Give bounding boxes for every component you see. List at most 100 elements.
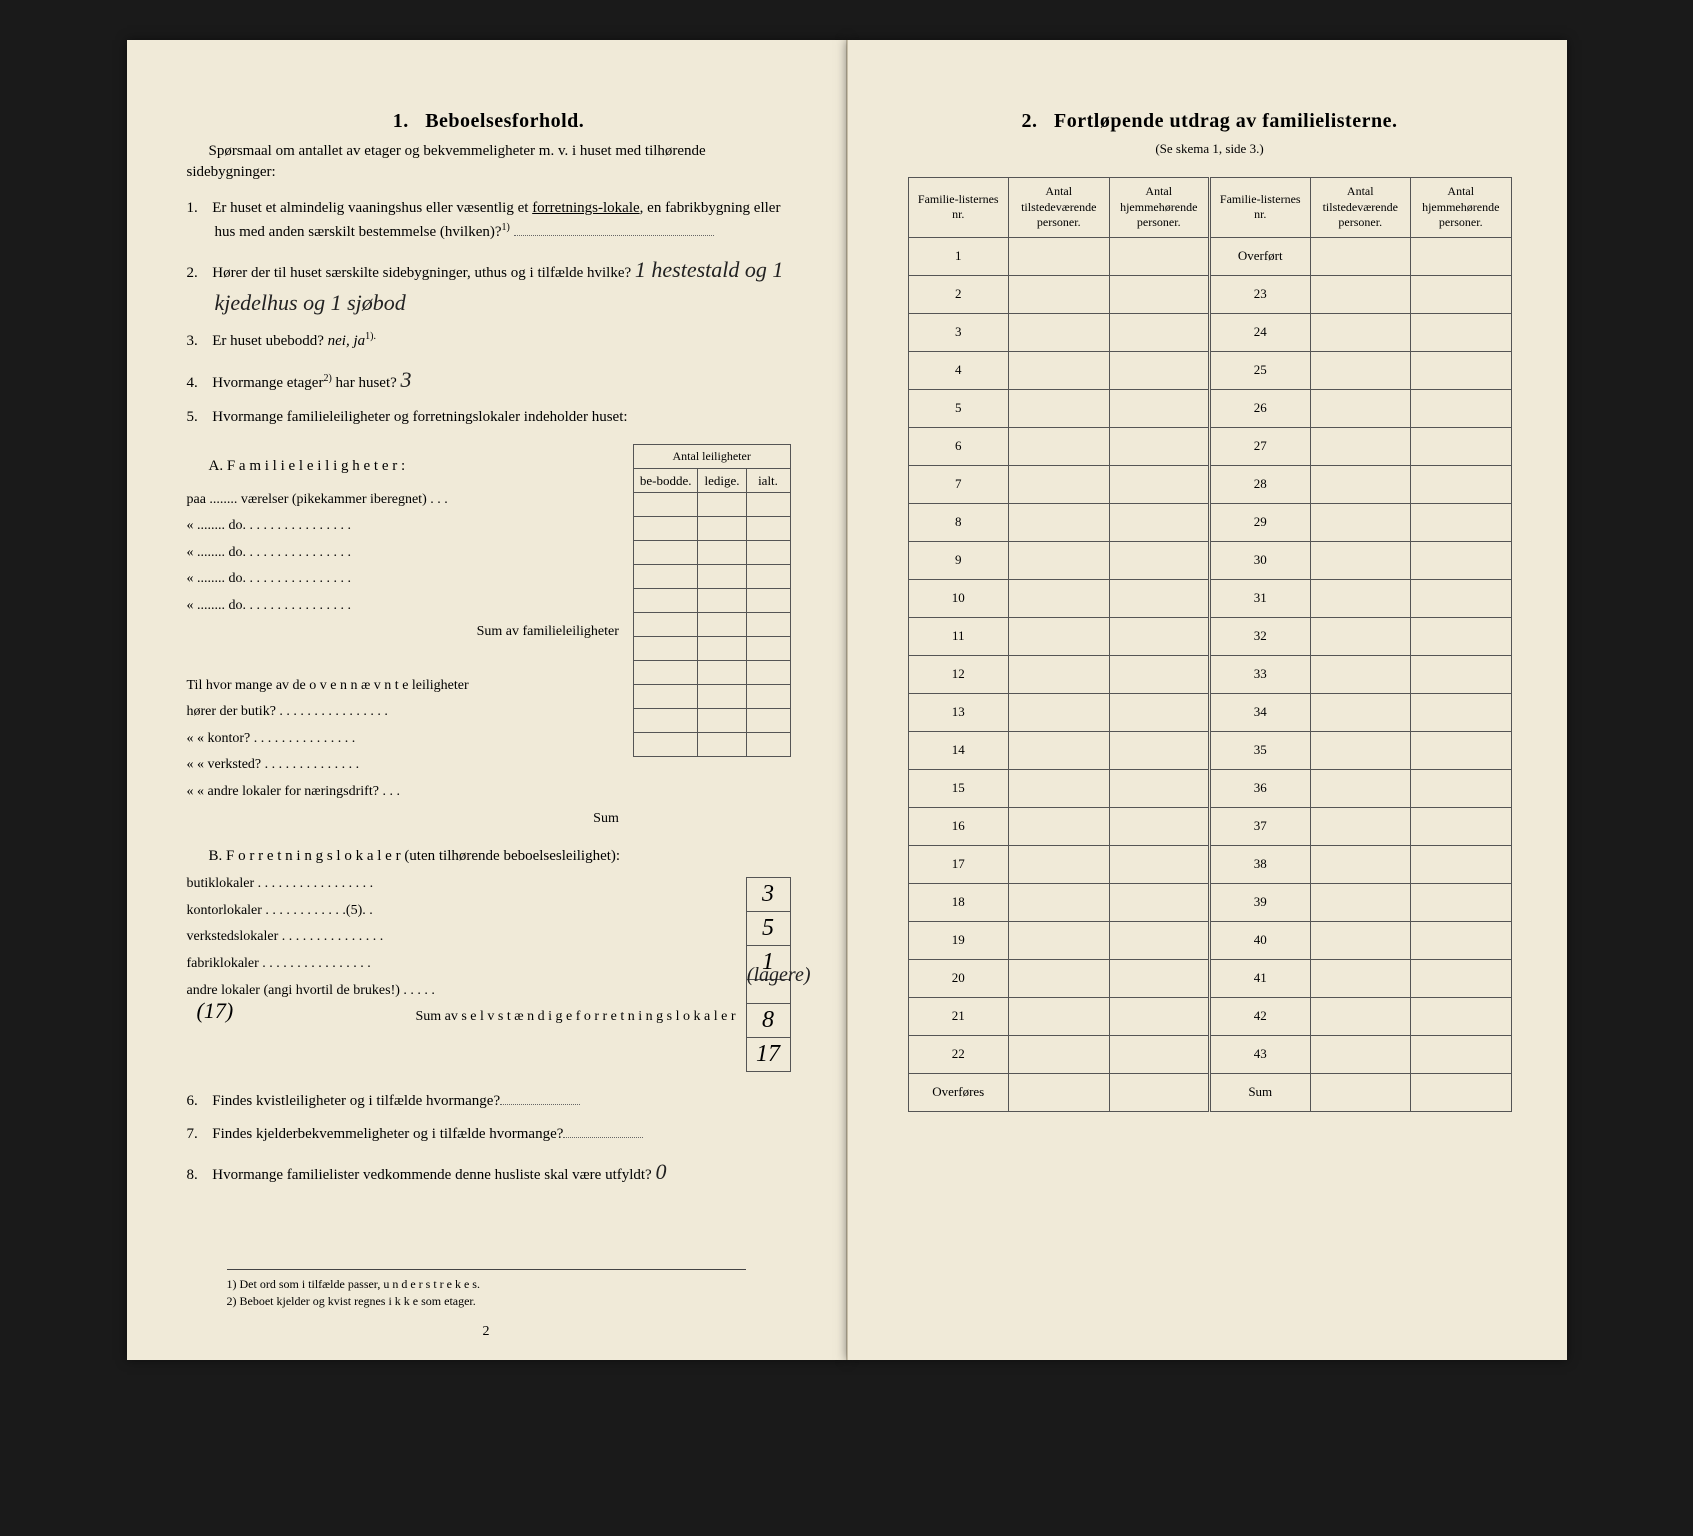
row-left-num: 2 xyxy=(908,275,1009,313)
row-right-num: 27 xyxy=(1210,427,1311,465)
row-right-num: 40 xyxy=(1210,921,1311,959)
row-left-num: 19 xyxy=(908,921,1009,959)
fam-line-0: paa ........ værelser (pikekammer ibereg… xyxy=(187,487,623,514)
row-right-num: 32 xyxy=(1210,617,1311,655)
table-row: 1637 xyxy=(908,807,1511,845)
q4-answer: 3 xyxy=(401,367,412,392)
table-row: 1536 xyxy=(908,769,1511,807)
row-right-num: 23 xyxy=(1210,275,1311,313)
row-left-num: 15 xyxy=(908,769,1009,807)
extra-line-3: « « andre lokaler for næringsdrift? . . … xyxy=(187,779,623,806)
table-row: 324 xyxy=(908,313,1511,351)
row-right-num: 37 xyxy=(1210,807,1311,845)
footnotes: 1) Det ord som i tilfælde passer, u n d … xyxy=(227,1269,746,1310)
section-1-title: 1. Beboelsesforhold. xyxy=(187,110,791,133)
section-b-label: B. F o r r e t n i n g s l o k a l e r (… xyxy=(187,848,791,865)
row-right-num: 42 xyxy=(1210,997,1311,1035)
row-left-num: 4 xyxy=(908,351,1009,389)
row-left-num: 8 xyxy=(908,503,1009,541)
ext-h1: Antal tilstedeværende personer. xyxy=(1009,178,1110,238)
extra-line-2: « « verksted? . . . . . . . . . . . . . … xyxy=(187,752,623,779)
row-left-num: 12 xyxy=(908,655,1009,693)
section-a-label: A. F a m i l i e l e i l i g h e t e r : xyxy=(187,452,623,481)
row-left-num: 21 xyxy=(908,997,1009,1035)
table-row: 4 25 xyxy=(908,351,1511,389)
row-right-num: Overført xyxy=(1210,237,1311,275)
table-row: 1940 xyxy=(908,921,1511,959)
row-left-num: 7 xyxy=(908,465,1009,503)
leil-h1: ledige. xyxy=(698,469,746,493)
row-left-num: 14 xyxy=(908,731,1009,769)
footnote-2: 2) Beboet kjelder og kvist regnes i k k … xyxy=(227,1293,746,1310)
leil-h0: be-bodde. xyxy=(633,469,698,493)
questions-6-8: 6. Findes kvistleiligheter og i tilfælde… xyxy=(187,1090,791,1188)
row-right-num: 41 xyxy=(1210,959,1311,997)
section-2-title: 2. Fortløpende utdrag av familielisterne… xyxy=(908,110,1512,133)
question-6: 6. Findes kvistleiligheter og i tilfælde… xyxy=(187,1090,791,1113)
left-page: 1. Beboelsesforhold. Spørsmaal om antall… xyxy=(127,40,847,1360)
ext-h3: Familie-listernes nr. xyxy=(1210,178,1311,238)
fam-line-1: « ........ do. . . . . . . . . . . . . .… xyxy=(187,513,623,540)
question-5: 5. Hvormange familieleiligheter og forre… xyxy=(187,406,791,429)
table-row: 1839 xyxy=(908,883,1511,921)
row-left-num: 6 xyxy=(908,427,1009,465)
fam-line-3: « ........ do. . . . . . . . . . . . . .… xyxy=(187,566,623,593)
section-2-number: 2. xyxy=(1022,110,1038,132)
b-line-1: kontorlokaler . . . . . . . . . . . .(5)… xyxy=(187,898,736,925)
row-left-num: 11 xyxy=(908,617,1009,655)
row-left-num: 9 xyxy=(908,541,1009,579)
section-2-heading: Fortløpende utdrag av familielisterne. xyxy=(1054,110,1397,132)
row-right-num: 36 xyxy=(1210,769,1311,807)
intro-text: Spørsmaal om antallet av etager og bekve… xyxy=(187,141,791,183)
row-right-num: 30 xyxy=(1210,541,1311,579)
ext-h5: Antal hjemmehørende personer. xyxy=(1411,178,1512,238)
section-a-block: A. F a m i l i e l e i l i g h e t e r :… xyxy=(187,438,791,832)
row-right-num: 25 xyxy=(1210,351,1311,389)
row-right-num: 33 xyxy=(1210,655,1311,693)
page-spread: 1. Beboelsesforhold. Spørsmaal om antall… xyxy=(127,40,1567,1360)
row-right-num: Sum xyxy=(1210,1073,1311,1111)
table-row: 6 27 xyxy=(908,427,1511,465)
q8-answer: 0 xyxy=(655,1159,666,1184)
question-4: 4. Hvormange etager2) har huset? 3 xyxy=(187,363,791,396)
section-a-text: A. F a m i l i e l e i l i g h e t e r :… xyxy=(187,438,633,832)
row-left-num: 17 xyxy=(908,845,1009,883)
table-row: 1 Overført xyxy=(908,237,1511,275)
table-row: 2243 xyxy=(908,1035,1511,1073)
ext-h4: Antal tilstedeværende personer. xyxy=(1310,178,1411,238)
row-right-num: 26 xyxy=(1210,389,1311,427)
lagere-note: (lagere) xyxy=(747,964,811,987)
row-right-num: 24 xyxy=(1210,313,1311,351)
b-line-0: butiklokaler . . . . . . . . . . . . . .… xyxy=(187,871,736,898)
question-list: 1. Er huset et almindelig vaaningshus el… xyxy=(187,197,791,428)
table-row: 12 33 xyxy=(908,655,1511,693)
table-row: 829 xyxy=(908,503,1511,541)
leil-h2: ialt. xyxy=(746,469,790,493)
extra-line-1: « « kontor? . . . . . . . . . . . . . . … xyxy=(187,726,623,753)
sum2-label: Sum xyxy=(187,806,623,833)
page-number-left: 2 xyxy=(127,1324,846,1340)
table-row: 21 42 xyxy=(908,997,1511,1035)
ext-h0: Familie-listernes nr. xyxy=(908,178,1009,238)
row-left-num: 5 xyxy=(908,389,1009,427)
table-row: 11 32 xyxy=(908,617,1511,655)
table-row: 2 23 xyxy=(908,275,1511,313)
b-val-4: 8 xyxy=(746,1004,790,1038)
leil-top-header: Antal leiligheter xyxy=(633,445,790,469)
footnote-1: 1) Det ord som i tilfælde passer, u n d … xyxy=(227,1276,746,1293)
leilighet-table: Antal leiligheter be-bodde. ledige. ialt… xyxy=(633,444,791,757)
table-row: 9 30 xyxy=(908,541,1511,579)
b-sum-val: 17 xyxy=(746,1038,790,1072)
b-val-1: 5 xyxy=(746,912,790,946)
sum-fam-label: Sum av familieleiligheter xyxy=(187,619,623,646)
b-line-2: verkstedslokaler . . . . . . . . . . . .… xyxy=(187,924,736,951)
row-left-num: 1 xyxy=(908,237,1009,275)
question-1: 1. Er huset et almindelig vaaningshus el… xyxy=(187,197,791,243)
row-left-num: Overføres xyxy=(908,1073,1009,1111)
row-left-num: 10 xyxy=(908,579,1009,617)
row-left-num: 20 xyxy=(908,959,1009,997)
section-2-subtitle: (Se skema 1, side 3.) xyxy=(908,141,1512,157)
b-val-0: 3 xyxy=(746,878,790,912)
row-right-num: 34 xyxy=(1210,693,1311,731)
b-line-3: fabriklokaler . . . . . . . . . . . . . … xyxy=(187,951,736,978)
